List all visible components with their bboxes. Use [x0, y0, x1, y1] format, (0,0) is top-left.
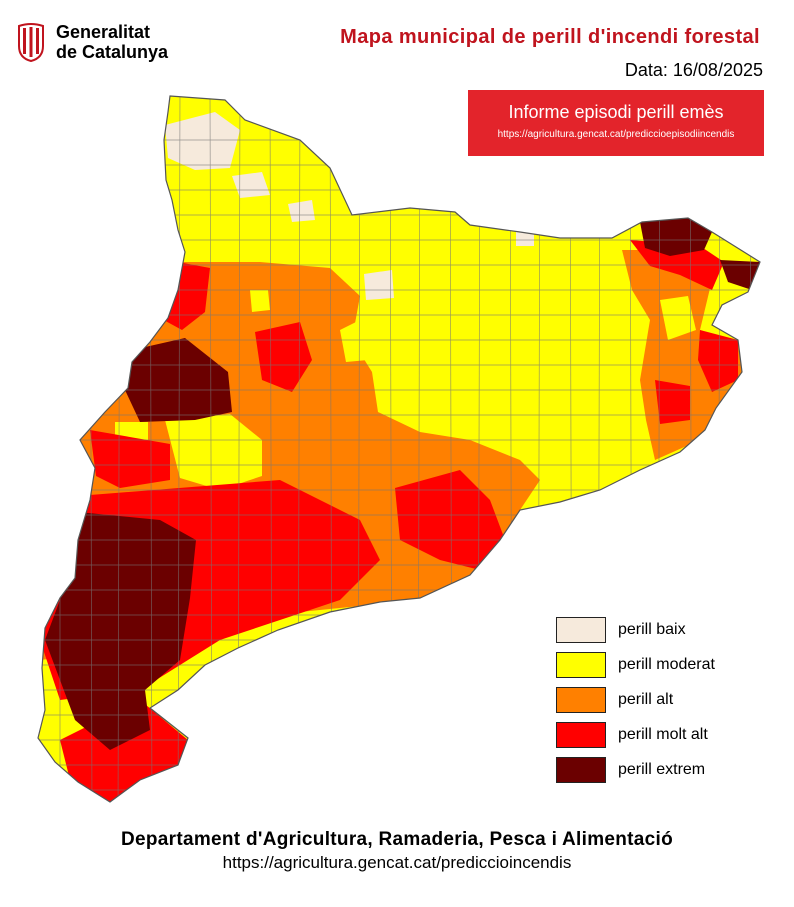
legend-label-low: perill baix: [618, 620, 686, 638]
episode-notice-url[interactable]: https://agricultura.gencat.cat/prediccio…: [497, 129, 735, 140]
legend-item-extreme: perill extrem: [556, 752, 715, 787]
legend-swatch-extreme: [556, 756, 606, 783]
senyera-shield-icon: [18, 23, 44, 62]
footer-department: Departament d'Agricultura, Ramaderia, Pe…: [120, 829, 674, 850]
legend-item-very-high: perill molt alt: [556, 717, 715, 752]
legend-label-very-high: perill molt alt: [618, 725, 708, 743]
legend-swatch-low: [556, 616, 606, 643]
legend-swatch-high: [556, 686, 606, 713]
legend-item-moderate: perill moderat: [556, 647, 715, 682]
legend-label-extreme: perill extrem: [618, 760, 706, 778]
legend-swatch-very-high: [556, 721, 606, 748]
map-legend: perill baix perill moderat perill alt pe…: [556, 612, 715, 787]
generalitat-logo: Generalitat de Catalunya: [16, 22, 168, 62]
logo-line-2: de Catalunya: [56, 42, 169, 62]
legend-label-high: perill alt: [618, 690, 674, 708]
legend-label-moderate: perill moderat: [618, 655, 715, 673]
episode-notice-title: Informe episodi perill emès: [508, 102, 724, 122]
logo-line-1: Generalitat: [56, 22, 151, 42]
footer-url-link[interactable]: https://agricultura.gencat.cat/prediccio…: [222, 853, 572, 872]
legend-swatch-moderate: [556, 651, 606, 678]
map-title: Mapa municipal de perill d'incendi fores…: [340, 26, 760, 48]
map-date: Data: 16/08/2025: [624, 60, 763, 80]
episode-notice-box[interactable]: Informe episodi perill emès https://agri…: [468, 90, 764, 156]
legend-item-low: perill baix: [556, 612, 715, 647]
legend-item-high: perill alt: [556, 682, 715, 717]
